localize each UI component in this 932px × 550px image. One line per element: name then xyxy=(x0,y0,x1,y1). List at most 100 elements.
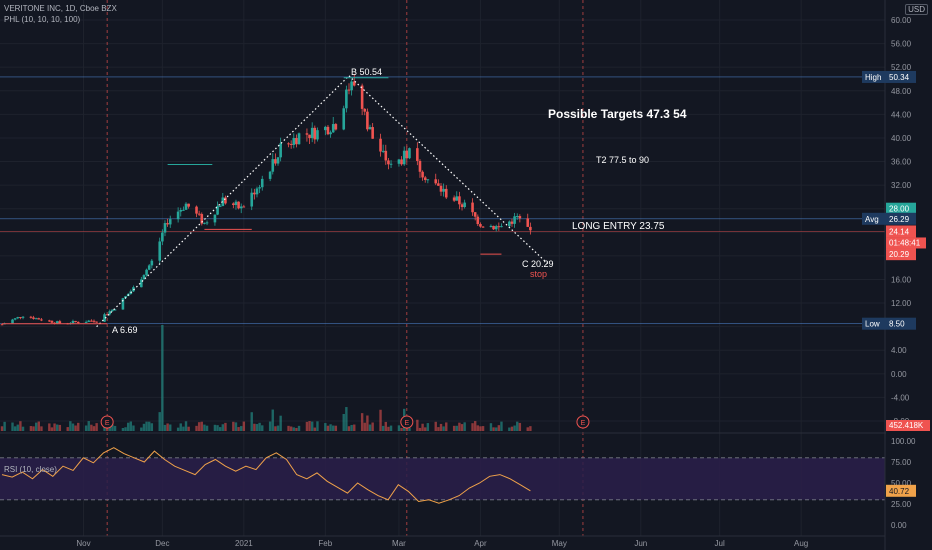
badge-value: 24.14 xyxy=(889,227,910,236)
candle-body xyxy=(347,89,351,91)
volume-bar xyxy=(32,426,35,431)
badge-value: 26.29 xyxy=(889,215,910,224)
time-tick-label: Jul xyxy=(715,539,725,548)
volume-bar xyxy=(113,425,117,431)
currency-badge[interactable]: USD xyxy=(905,4,928,15)
candle-body xyxy=(255,188,259,195)
volume-bar xyxy=(471,423,474,431)
volume-bar xyxy=(253,423,256,431)
candle-body xyxy=(473,212,477,217)
time-tick-label: 2021 xyxy=(235,539,253,548)
candle-body xyxy=(150,260,154,266)
candle-body xyxy=(313,127,317,140)
time-tick-label: Mar xyxy=(392,539,406,548)
time-axis: Nov Dec 2021 Feb Mar Apr May Jun Jul Aug xyxy=(0,535,885,548)
volume-bar xyxy=(169,424,172,431)
volume-bar xyxy=(397,425,401,431)
price-tick-label: 52.00 xyxy=(891,63,912,72)
volume-bar xyxy=(421,423,424,431)
volume-bar xyxy=(182,426,185,431)
volume-bar xyxy=(77,422,80,431)
volume-bar xyxy=(342,413,345,431)
volume-bar xyxy=(316,421,319,431)
volume-bar xyxy=(326,425,330,431)
volume-bar xyxy=(19,421,22,431)
price-badge: 20.29 xyxy=(886,248,916,261)
volume-bar xyxy=(439,423,443,431)
price-tick-label: 48.00 xyxy=(891,87,912,96)
candle-body xyxy=(400,159,403,165)
candle-body xyxy=(84,321,88,323)
time-tick-label: May xyxy=(552,539,567,548)
volume-bar xyxy=(463,422,466,431)
volume-bar xyxy=(37,421,41,431)
rsi-axis: 100.00 75.00 50.00 25.00 0.00 40.72 xyxy=(886,434,932,536)
candle-body xyxy=(497,226,501,228)
candle-body xyxy=(250,192,254,207)
candle-body xyxy=(268,171,272,179)
candle-body xyxy=(105,314,109,316)
volume-bar xyxy=(48,423,51,431)
candle-body xyxy=(444,188,448,198)
price-badge: Avg 26.29 xyxy=(862,212,916,225)
volume-bar xyxy=(3,421,6,431)
candle-body xyxy=(489,225,493,228)
volume-bar xyxy=(334,425,338,431)
candle-body xyxy=(287,143,290,145)
stop-label: stop xyxy=(530,269,547,279)
candle-body xyxy=(140,279,143,288)
volume-bar xyxy=(87,421,90,431)
volume-bar xyxy=(66,427,69,431)
earnings-marker: E xyxy=(400,415,414,429)
candle-body xyxy=(37,318,41,320)
candle-body xyxy=(350,81,353,91)
volume-bar xyxy=(276,425,280,431)
candle-body xyxy=(371,127,374,139)
candle-body xyxy=(111,309,114,312)
volume-bar xyxy=(255,424,259,431)
candle-body xyxy=(500,226,503,228)
candle-body xyxy=(508,221,511,227)
rsi-band xyxy=(0,457,885,500)
candle-body xyxy=(529,226,532,231)
volume-bar xyxy=(437,427,440,431)
candle-body xyxy=(218,206,222,208)
candle-body xyxy=(260,178,264,188)
volume-bar xyxy=(158,412,161,431)
volume-bar xyxy=(513,425,516,431)
volume-bar xyxy=(489,423,493,431)
vertical-markers xyxy=(106,0,584,536)
horizontal-levels xyxy=(0,76,885,324)
volume-bar xyxy=(11,422,14,431)
candle-body xyxy=(460,204,464,208)
badge-box xyxy=(886,420,930,431)
candle-body xyxy=(50,320,54,323)
candle-body xyxy=(387,160,390,165)
rsi-legend: RSI (10, close) xyxy=(4,465,57,474)
volume-bar xyxy=(237,427,240,431)
candle-body xyxy=(397,159,401,164)
candle-body xyxy=(326,126,330,135)
volume-bar xyxy=(105,427,109,431)
badge-value: 452.418K xyxy=(889,421,924,430)
volume-bar xyxy=(347,426,351,431)
volume-bar xyxy=(218,427,222,431)
point-b-label: B 50.54 xyxy=(351,67,382,77)
price-badge: Low 8.50 xyxy=(862,317,916,330)
volume-bar xyxy=(434,421,437,431)
rsi-tick-label: 75.00 xyxy=(891,458,912,467)
candle-body xyxy=(423,177,427,180)
volume-bar xyxy=(279,415,282,431)
price-tick-label: 56.00 xyxy=(891,40,912,49)
rsi-line xyxy=(1,447,531,504)
candle-body xyxy=(381,150,385,152)
candle-body xyxy=(232,203,235,205)
volume-bar xyxy=(305,421,309,431)
volume-bar xyxy=(292,427,295,431)
candle-body xyxy=(103,314,106,322)
volume-bar xyxy=(108,426,111,431)
volume-bar xyxy=(353,424,356,431)
candle-body xyxy=(442,188,445,192)
volume-bar xyxy=(148,421,151,431)
